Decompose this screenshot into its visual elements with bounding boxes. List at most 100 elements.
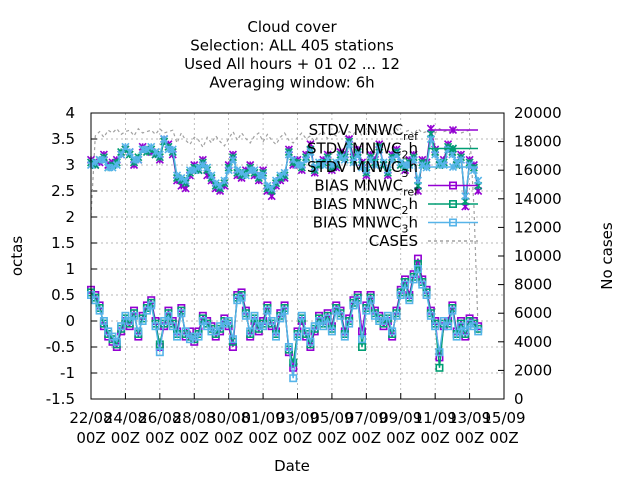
y-axis-label: octas — [8, 236, 26, 276]
data-point — [155, 348, 164, 357]
data-point — [426, 311, 435, 320]
data-point — [409, 275, 418, 284]
legend-swatch-marker — [448, 125, 458, 135]
data-point — [190, 166, 199, 175]
data-point — [332, 306, 341, 315]
data-point — [263, 181, 272, 190]
data-point — [108, 332, 117, 341]
data-point — [431, 322, 440, 331]
legend-item: STDV MNWC3h — [307, 158, 478, 180]
legend-item: STDV MNWC2h — [307, 140, 478, 162]
x-tick-label: 15/09 — [482, 409, 525, 427]
x-tick-label: 13/09 — [448, 409, 491, 427]
legend-label: BIAS MNWC2h — [313, 195, 418, 217]
data-point — [177, 309, 186, 318]
data-point — [259, 171, 268, 180]
data-point — [469, 322, 478, 331]
data-point — [211, 179, 220, 188]
legend-label: STDV MNWC2h — [307, 140, 418, 162]
data-point — [392, 311, 401, 320]
grid — [91, 113, 504, 399]
x-tick-label-time: 00Z — [489, 429, 518, 447]
data-point — [289, 358, 298, 367]
data-point — [314, 158, 324, 167]
x-tick-label: 09/09 — [379, 409, 422, 427]
x-tick-label: 01/09 — [241, 409, 284, 427]
series-cases-6 — [90, 127, 479, 334]
legend-swatch-marker — [448, 162, 458, 172]
data-point — [117, 150, 126, 159]
legend-label: STDV MNWC3h — [307, 158, 418, 180]
x-tick-label-time: 00Z — [317, 429, 346, 447]
title-line: Cloud cover — [247, 18, 337, 36]
series-line — [90, 127, 479, 334]
data-point — [353, 296, 362, 305]
data-point — [422, 290, 431, 299]
data-point — [327, 327, 336, 336]
data-point — [310, 322, 319, 331]
data-point — [358, 342, 367, 351]
data-point — [280, 168, 289, 177]
data-point — [431, 150, 440, 159]
legend-swatch-marker — [448, 181, 457, 190]
data-point — [237, 293, 246, 302]
data-point — [345, 140, 354, 149]
data-point — [117, 322, 126, 331]
data-point — [263, 306, 272, 315]
data-point — [233, 166, 242, 175]
data-point — [91, 296, 100, 305]
data-point — [293, 332, 302, 341]
data-point — [289, 363, 298, 372]
data-point — [125, 147, 134, 157]
data-point — [474, 176, 483, 185]
data-point — [469, 166, 478, 175]
data-point — [99, 155, 108, 164]
data-point — [134, 327, 143, 336]
data-point — [379, 316, 388, 325]
data-point — [435, 158, 444, 167]
data-point — [203, 322, 212, 331]
y-tick-label: 3.5 — [51, 130, 75, 148]
data-point — [435, 363, 444, 372]
y-tick-label: 0.5 — [51, 286, 75, 304]
data-point — [349, 158, 358, 167]
data-point — [362, 166, 371, 175]
data-point — [370, 311, 379, 320]
data-point — [104, 327, 113, 336]
data-point — [366, 296, 375, 305]
y-tick-label: -1.5 — [46, 390, 75, 408]
x-tick-label: 26/08 — [138, 409, 181, 427]
data-point — [353, 150, 362, 159]
y2-tick-label: 4000 — [514, 333, 552, 351]
y2-tick-label: 20000 — [514, 104, 562, 122]
data-point — [284, 342, 293, 351]
data-point — [280, 306, 289, 315]
legend-item: BIAS MNWCref — [314, 177, 478, 199]
data-point — [461, 327, 470, 336]
data-point — [302, 327, 311, 336]
y-tick-label: 1.5 — [51, 234, 75, 252]
y-tick-label: 2.5 — [51, 182, 75, 200]
data-point — [323, 314, 332, 323]
title-line: Used All hours + 01 02 ... 12 — [184, 55, 400, 73]
y2-tick-label: 16000 — [514, 161, 562, 179]
data-point — [228, 155, 238, 164]
data-point — [164, 311, 173, 320]
data-point — [151, 322, 160, 331]
data-point — [125, 316, 134, 325]
data-point — [173, 332, 182, 341]
data-point — [276, 171, 285, 180]
data-point — [138, 316, 147, 325]
x-tick-label: 30/08 — [207, 409, 250, 427]
data-point — [340, 332, 349, 341]
data-point — [181, 176, 190, 185]
data-point — [336, 311, 345, 320]
y2-tick-label: 12000 — [514, 218, 562, 236]
legend-swatch-marker — [448, 144, 458, 153]
data-point — [349, 301, 358, 310]
data-point — [211, 327, 220, 336]
legend-swatch-marker — [448, 218, 457, 227]
data-point — [383, 166, 392, 175]
